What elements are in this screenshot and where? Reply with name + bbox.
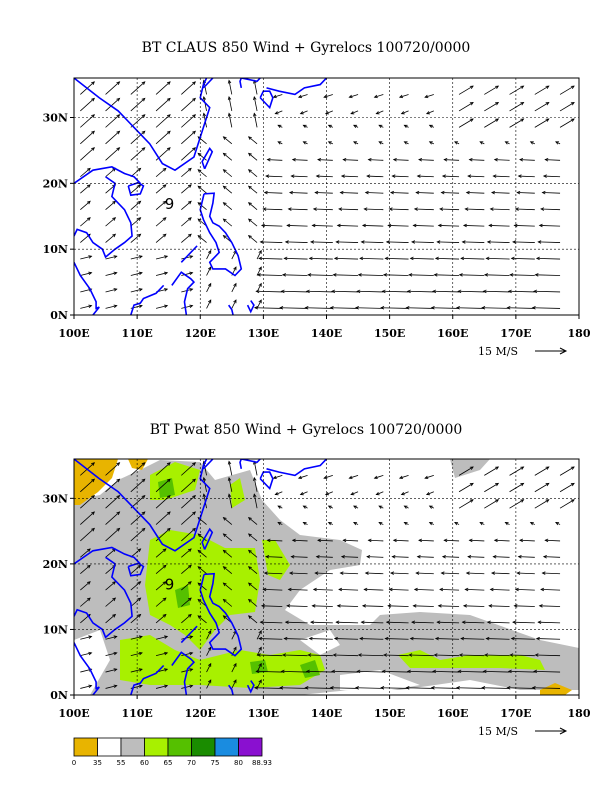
colorbar-swatch [144,737,169,757]
colorbar-label: 55 [117,759,126,767]
pwat-hole-3 [340,670,420,692]
pwat-region-green-3 [300,660,320,678]
panel1-coastlines [74,78,328,315]
pwat-region-lightgreen-6 [262,540,290,580]
colorbar-label: 0 [72,759,76,767]
lon-tick-label: 120E [185,327,216,340]
lat-tick-label: 0N [50,689,68,702]
lon-tick-label: 110E [121,707,152,720]
colorbar-label: 70 [187,759,196,767]
lon-tick-label: 170E [500,707,531,720]
lon-tick-label: 150E [374,327,405,340]
colorbar-label: 35 [93,759,102,767]
panel2-tick-labels: 100E 110E 120E 130E 140E 150E 160E 170E 180 0N 10N… [43,492,591,720]
panel1-vector-scale-label: 15 M/S [478,345,518,358]
panel2-coastlines [74,459,328,695]
lat-tick-label: 0N [50,309,68,322]
lon-tick-label: 120E [185,707,216,720]
pwat-region-lightgreen-4 [120,635,325,688]
pwat-region-green-1 [158,478,175,498]
pwat-region-yellow-2 [128,459,148,470]
lon-tick-label: 140E [311,707,342,720]
panel1-vector-scale-arrow [535,347,568,355]
panel2-vector-scale-label: 15 M/S [478,725,518,738]
lon-tick-label: 160E [437,707,468,720]
pwat-colorbar: 0 35 55 60 65 70 75 80 88.93 [72,737,272,767]
panel1-tick-labels: 100E 110E 120E 130E 140E 150E 160E 170E 180 0N 10N… [43,112,591,341]
pwat-region-lightgreen-3 [230,478,245,508]
lon-tick-label: 130E [248,707,279,720]
pwat-region-yellow-1 [74,459,118,505]
pwat-hole-1 [300,630,340,655]
colorbar-swatch [238,737,263,757]
colorbar-swatch [214,737,239,757]
panel2-title: BT Pwat 850 Wind + Gyrelocs 100720/0000 [149,422,463,438]
lat-tick-label: 20N [43,558,68,571]
panel2-wind-vectors [80,460,575,690]
panel2-gridlines [74,459,579,695]
lat-tick-label: 30N [43,492,68,505]
lon-tick-label: 130E [248,327,279,340]
colorbar-swatch [73,737,98,757]
lon-tick-label: 100E [58,707,89,720]
colorbar-swatch [167,737,192,757]
lat-tick-label: 10N [43,243,68,256]
colorbar-swatch [191,737,216,757]
lon-tick-label: 100E [58,327,89,340]
panel2-map: 100E 110E 120E 130E 140E 150E 160E 170E 180 0N 10N… [43,458,591,738]
pwat-region-lightgreen-1 [145,530,260,650]
colorbar-swatch [120,737,145,757]
lon-tick-label: 170E [500,327,531,340]
panel2-vector-scale-arrow [535,727,568,735]
lat-tick-label: 30N [43,112,68,125]
colorbar-label: 75 [211,759,220,767]
lon-tick-label: 140E [311,327,342,340]
lon-tick-label: 180 [568,707,591,720]
panel2-gyre-label: 9 [165,576,175,594]
colorbar-label: 88.93 [252,759,272,767]
panel1-wind-vectors [80,79,575,310]
panel1-title: BT CLAUS 850 Wind + Gyrelocs 100720/0000 [141,40,471,56]
pwat-hole-2 [74,630,110,695]
panel1-gridlines [74,78,579,315]
colorbar-swatch [97,737,122,757]
lon-tick-label: 160E [437,327,468,340]
colorbar-label: 60 [140,759,149,767]
panel1-gyre-label: 9 [165,195,175,213]
colorbar-label: 80 [234,759,243,767]
lon-tick-label: 150E [374,707,405,720]
colorbar-label: 65 [164,759,173,767]
lat-tick-label: 10N [43,623,68,636]
lat-tick-label: 20N [43,177,68,190]
pwat-region-lightgreen-5 [398,650,545,670]
lon-tick-label: 110E [121,327,152,340]
lon-tick-label: 180 [568,327,591,340]
panel1-map: 100E 110E 120E 130E 140E 150E 160E 170E 180 0N 10N… [43,77,591,358]
pwat-region-yellow-3 [540,683,572,695]
